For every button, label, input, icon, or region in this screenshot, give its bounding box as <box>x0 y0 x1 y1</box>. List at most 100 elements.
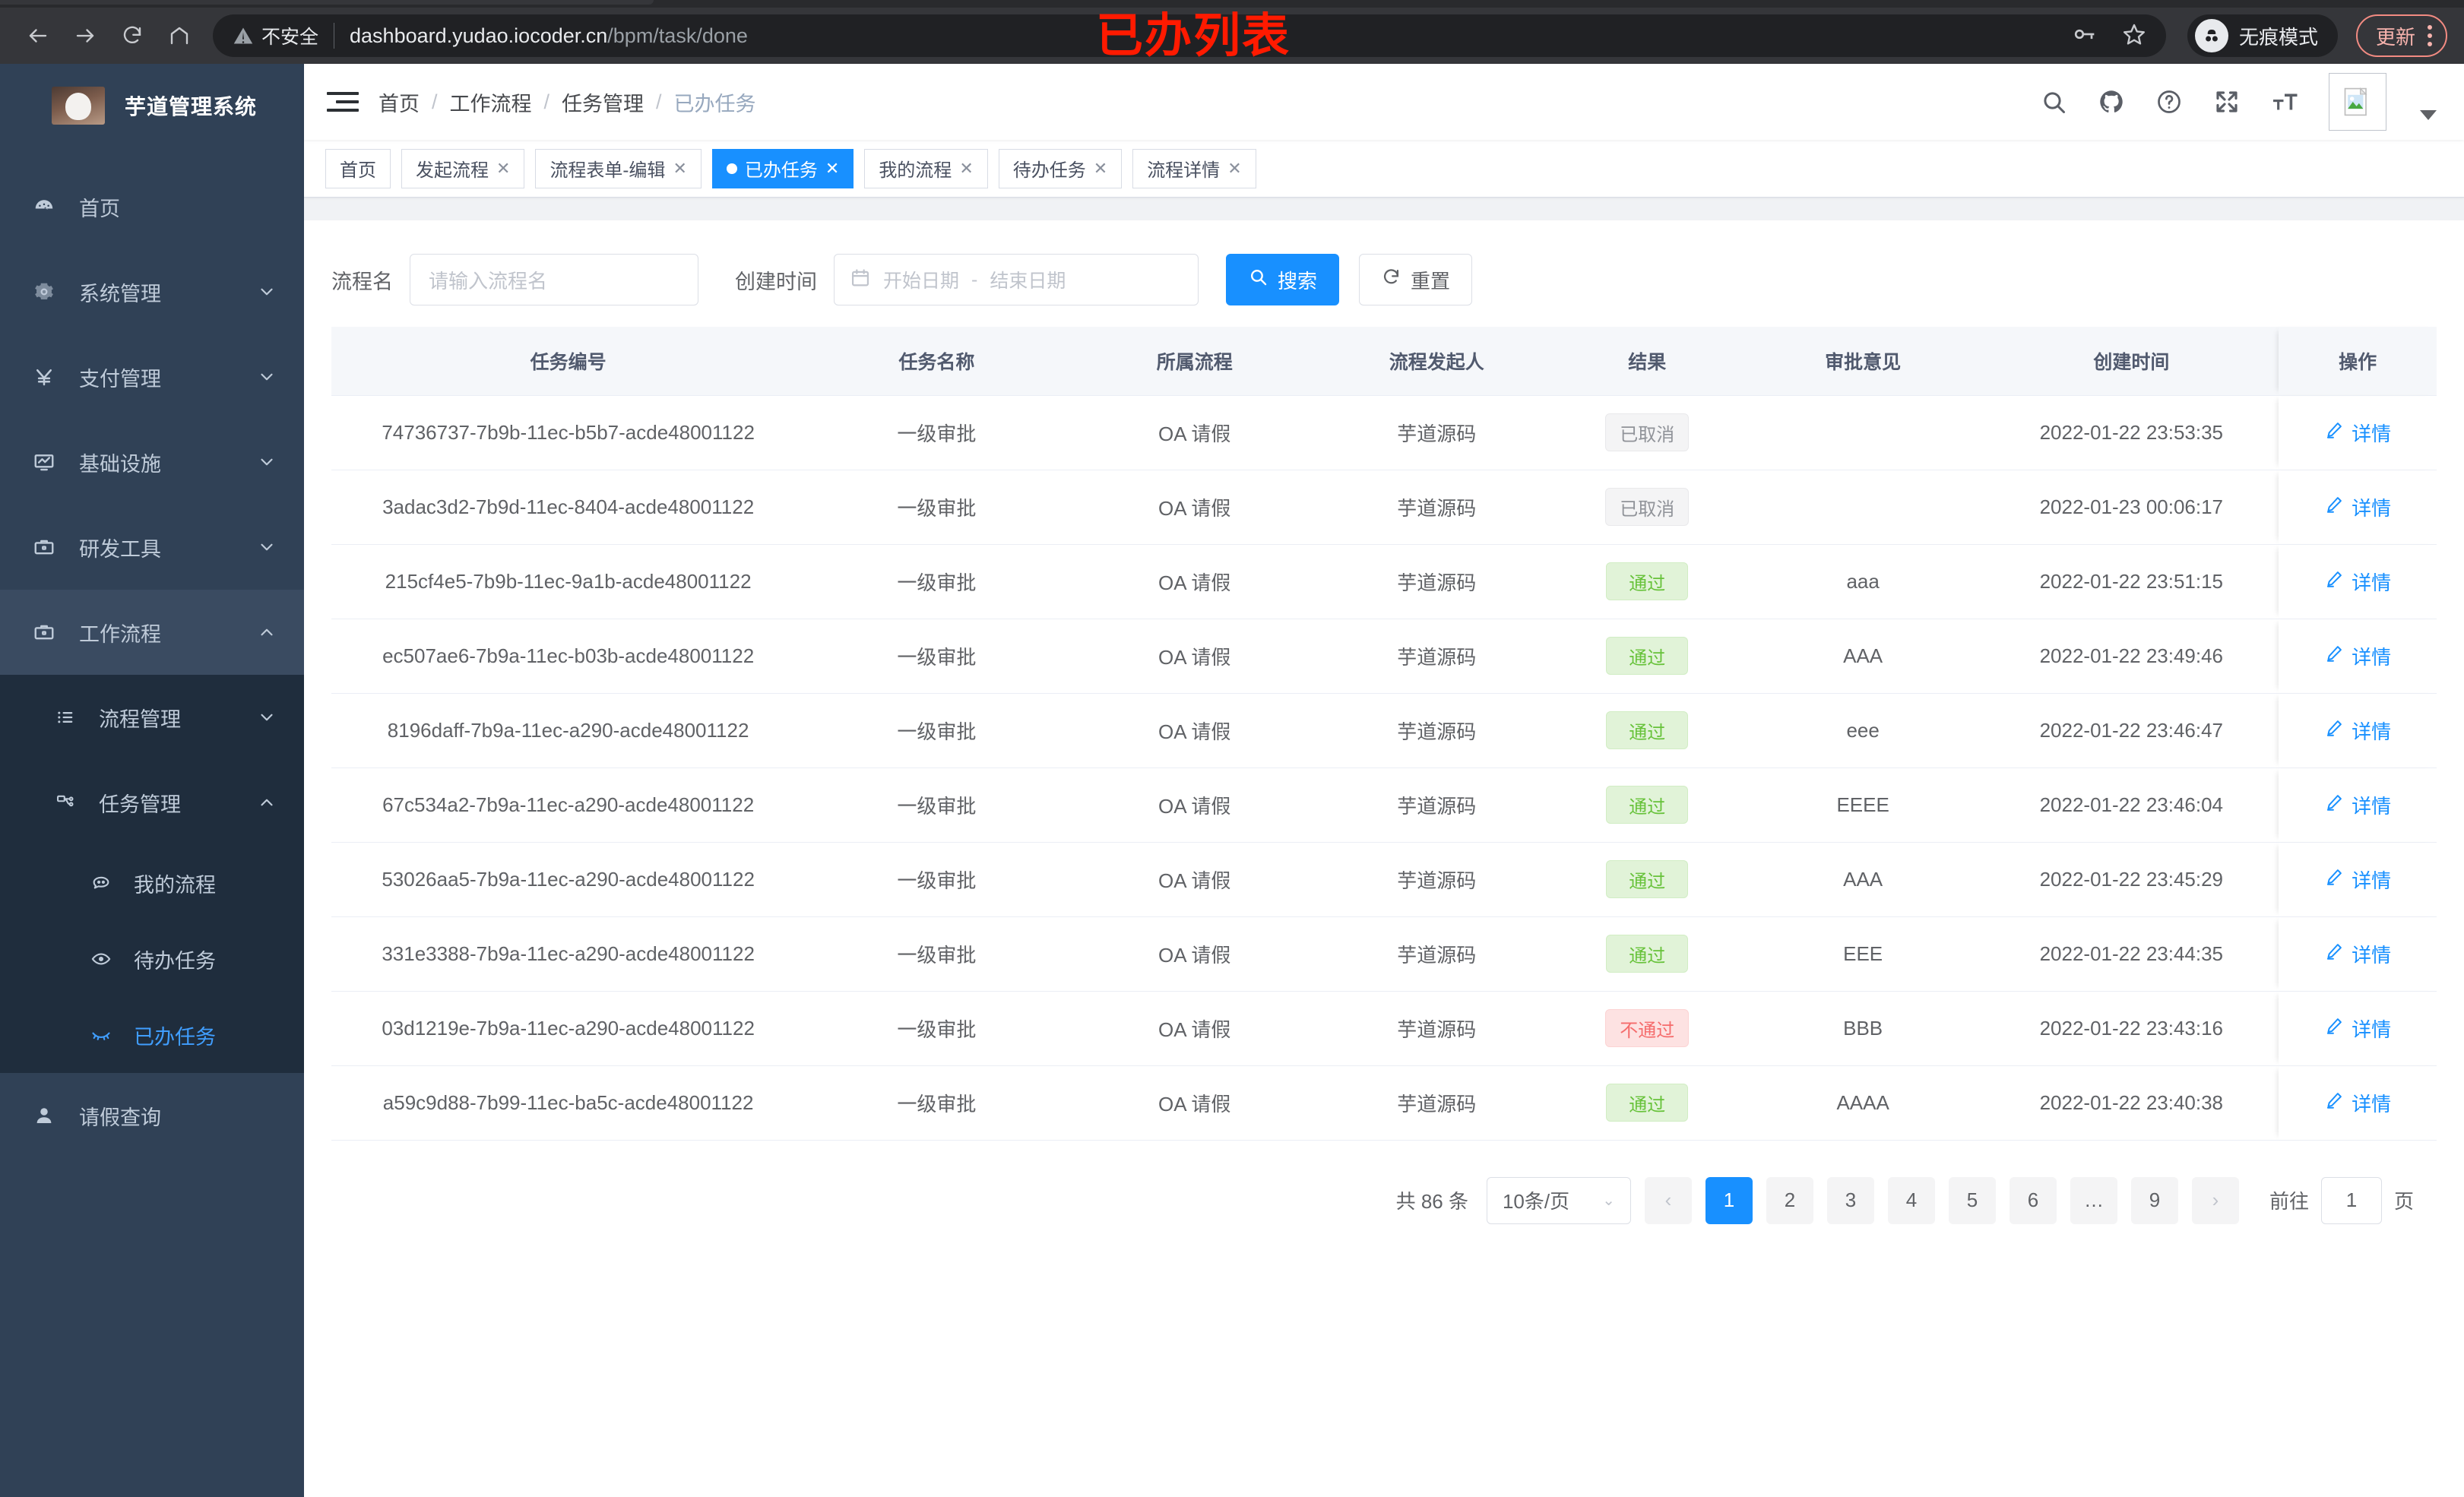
page-button-2[interactable]: 2 <box>1766 1176 1813 1224</box>
incognito-indicator[interactable]: 无痕模式 <box>2187 14 2338 57</box>
page-ellipsis[interactable]: … <box>2070 1176 2117 1224</box>
chrome-menu-icon[interactable] <box>2428 25 2432 46</box>
reset-button[interactable]: 重置 <box>1359 254 1473 305</box>
detail-button[interactable]: 详情 <box>2324 419 2391 447</box>
page-button-5[interactable]: 5 <box>1948 1176 1996 1224</box>
table-row[interactable]: 215cf4e5-7b9b-11ec-9a1b-acde48001122 一级审批… <box>331 544 2437 619</box>
update-button[interactable]: 更新 <box>2355 14 2447 57</box>
tag-my-process[interactable]: 我的流程 ✕ <box>864 148 988 188</box>
sidebar-toggle-icon[interactable] <box>327 92 359 112</box>
page-button-9[interactable]: 9 <box>2130 1176 2178 1224</box>
search-icon[interactable] <box>2040 88 2067 116</box>
table-row[interactable]: 331e3388-7b9a-11ec-a290-acde48001122 一级审批… <box>331 916 2437 992</box>
sidebar-item-system[interactable]: 系统管理 <box>0 249 304 334</box>
sidebar-label: 工作流程 <box>79 622 161 646</box>
sidebar-item-todo-task[interactable]: 待办任务 <box>0 921 304 997</box>
detail-button[interactable]: 详情 <box>2324 717 2391 745</box>
table-head: 任务编号 任务名称 所属流程 流程发起人 结果 审批意见 创建时间 操作 <box>331 327 2437 396</box>
sidebar-item-my-process[interactable]: 我的流程 <box>0 845 304 921</box>
address-bar[interactable]: 不安全 dashboard.yudao.iocoder.cn/bpm/task/… <box>213 14 2166 57</box>
sidebar-item-process-manage[interactable]: 流程管理 <box>0 675 304 760</box>
cell-result: 通过 <box>1552 619 1742 694</box>
help-icon[interactable] <box>2155 88 2183 116</box>
detail-button[interactable]: 详情 <box>2324 642 2391 670</box>
sidebar-item-done-task[interactable]: 已办任务 <box>0 997 304 1073</box>
tag-done-task[interactable]: 已办任务 ✕ <box>711 148 854 188</box>
cell-create-time: 2022-01-22 23:46:04 <box>1984 767 2279 843</box>
create-time-range-picker[interactable]: 开始日期 - 结束日期 <box>834 254 1199 305</box>
back-button[interactable] <box>17 14 59 57</box>
page-button-3[interactable]: 3 <box>1826 1176 1874 1224</box>
sidebar-item-leave-query[interactable]: 请假查询 <box>0 1073 304 1158</box>
detail-button[interactable]: 详情 <box>2324 866 2391 894</box>
close-icon[interactable]: ✕ <box>496 158 511 178</box>
sidebar-label: 请假查询 <box>79 1106 161 1129</box>
tag-process-detail[interactable]: 流程详情 ✕ <box>1132 148 1256 188</box>
close-icon[interactable]: ✕ <box>1227 158 1242 178</box>
sidebar-item-infrastructure[interactable]: 基础设施 <box>0 419 304 505</box>
cell-create-time: 2022-01-22 23:49:46 <box>1984 619 2279 694</box>
table-row[interactable]: 74736737-7b9b-11ec-b5b7-acde48001122 一级审批… <box>331 395 2437 470</box>
avatar[interactable] <box>2329 73 2386 131</box>
table-row[interactable]: 67c534a2-7b9a-11ec-a290-acde48001122 一级审批… <box>331 767 2437 843</box>
table-row[interactable]: ec507ae6-7b9a-11ec-b03b-acde48001122 一级审批… <box>331 619 2437 694</box>
next-page-button[interactable]: › <box>2191 1176 2239 1224</box>
cell-action: 详情 <box>2279 991 2437 1066</box>
process-name-input[interactable]: 请输入流程名 <box>410 254 698 305</box>
page-button-1[interactable]: 1 <box>1705 1176 1753 1224</box>
sidebar-label: 系统管理 <box>79 282 161 305</box>
detail-button[interactable]: 详情 <box>2324 493 2391 521</box>
fullscreen-icon[interactable] <box>2213 88 2241 116</box>
browser-tabstrip[interactable] <box>0 0 2464 8</box>
font-size-icon[interactable] <box>2271 88 2298 116</box>
table-row[interactable]: 53026aa5-7b9a-11ec-a290-acde48001122 一级审批… <box>331 842 2437 917</box>
table-row[interactable]: 3adac3d2-7b9d-11ec-8404-acde48001122 一级审批… <box>331 470 2437 545</box>
close-icon[interactable]: ✕ <box>673 158 687 178</box>
bookmark-star-icon[interactable] <box>2122 22 2146 50</box>
password-key-icon[interactable] <box>2072 22 2096 50</box>
page-size-select[interactable]: 10条/页 ⌄ <box>1486 1176 1631 1224</box>
prev-page-button[interactable]: ‹ <box>1644 1176 1692 1224</box>
tag-home[interactable]: 首页 <box>325 148 391 188</box>
table-row[interactable]: a59c9d88-7b99-11ec-ba5c-acde48001122 一级审批… <box>331 1065 2437 1141</box>
home-button[interactable] <box>158 14 201 57</box>
briefcase-icon <box>23 536 65 559</box>
table-row[interactable]: 8196daff-7b9a-11ec-a290-acde48001122 一级审批… <box>331 693 2437 768</box>
detail-button[interactable]: 详情 <box>2324 791 2391 819</box>
close-icon[interactable]: ✕ <box>825 158 840 178</box>
forward-button[interactable] <box>64 14 106 57</box>
jump-input[interactable]: 1 <box>2320 1176 2382 1224</box>
github-icon[interactable] <box>2098 88 2125 116</box>
sidebar-item-home[interactable]: 首页 <box>0 164 304 249</box>
sidebar-item-task-manage[interactable]: 任务管理 <box>0 760 304 845</box>
breadcrumb-item[interactable]: 工作流程 <box>449 92 532 116</box>
detail-button[interactable]: 详情 <box>2324 1014 2391 1043</box>
cell-task-id: 331e3388-7b9a-11ec-a290-acde48001122 <box>331 916 806 992</box>
sidebar: 芋道管理系统 首页 系统管理 <box>0 64 304 1497</box>
sidebar-item-workflow[interactable]: 工作流程 <box>0 590 304 675</box>
breadcrumb-item[interactable]: 首页 <box>378 92 420 116</box>
sidebar-item-devtools[interactable]: 研发工具 <box>0 505 304 590</box>
incognito-hat-icon <box>2194 19 2228 52</box>
detail-button[interactable]: 详情 <box>2324 940 2391 968</box>
reload-button[interactable] <box>111 14 154 57</box>
tag-todo-task[interactable]: 待办任务 ✕ <box>998 148 1123 188</box>
start-date-placeholder: 开始日期 <box>883 271 960 292</box>
tag-start-process[interactable]: 发起流程 ✕ <box>401 148 525 188</box>
close-icon[interactable]: ✕ <box>1093 158 1108 178</box>
close-icon[interactable]: ✕ <box>959 158 974 178</box>
sidebar-logo[interactable]: 芋道管理系统 <box>0 64 304 147</box>
table-row[interactable]: 03d1219e-7b9a-11ec-a290-acde48001122 一级审批… <box>331 991 2437 1066</box>
page-button-4[interactable]: 4 <box>1887 1176 1935 1224</box>
detail-button[interactable]: 详情 <box>2324 568 2391 596</box>
sidebar-item-payment[interactable]: 支付管理 <box>0 334 304 419</box>
detail-button[interactable]: 详情 <box>2324 1089 2391 1117</box>
status-badge: 通过 <box>1606 786 1689 824</box>
app-shell: 芋道管理系统 首页 系统管理 <box>0 64 2464 1497</box>
page-button-6[interactable]: 6 <box>2009 1176 2057 1224</box>
chevron-down-icon: ⌄ <box>1602 1192 1615 1209</box>
tag-process-form-edit[interactable]: 流程表单-编辑 ✕ <box>535 148 702 188</box>
breadcrumb-item[interactable]: 任务管理 <box>562 92 645 116</box>
chevron-down-icon[interactable] <box>2420 110 2437 120</box>
search-button[interactable]: 搜索 <box>1226 254 1340 305</box>
